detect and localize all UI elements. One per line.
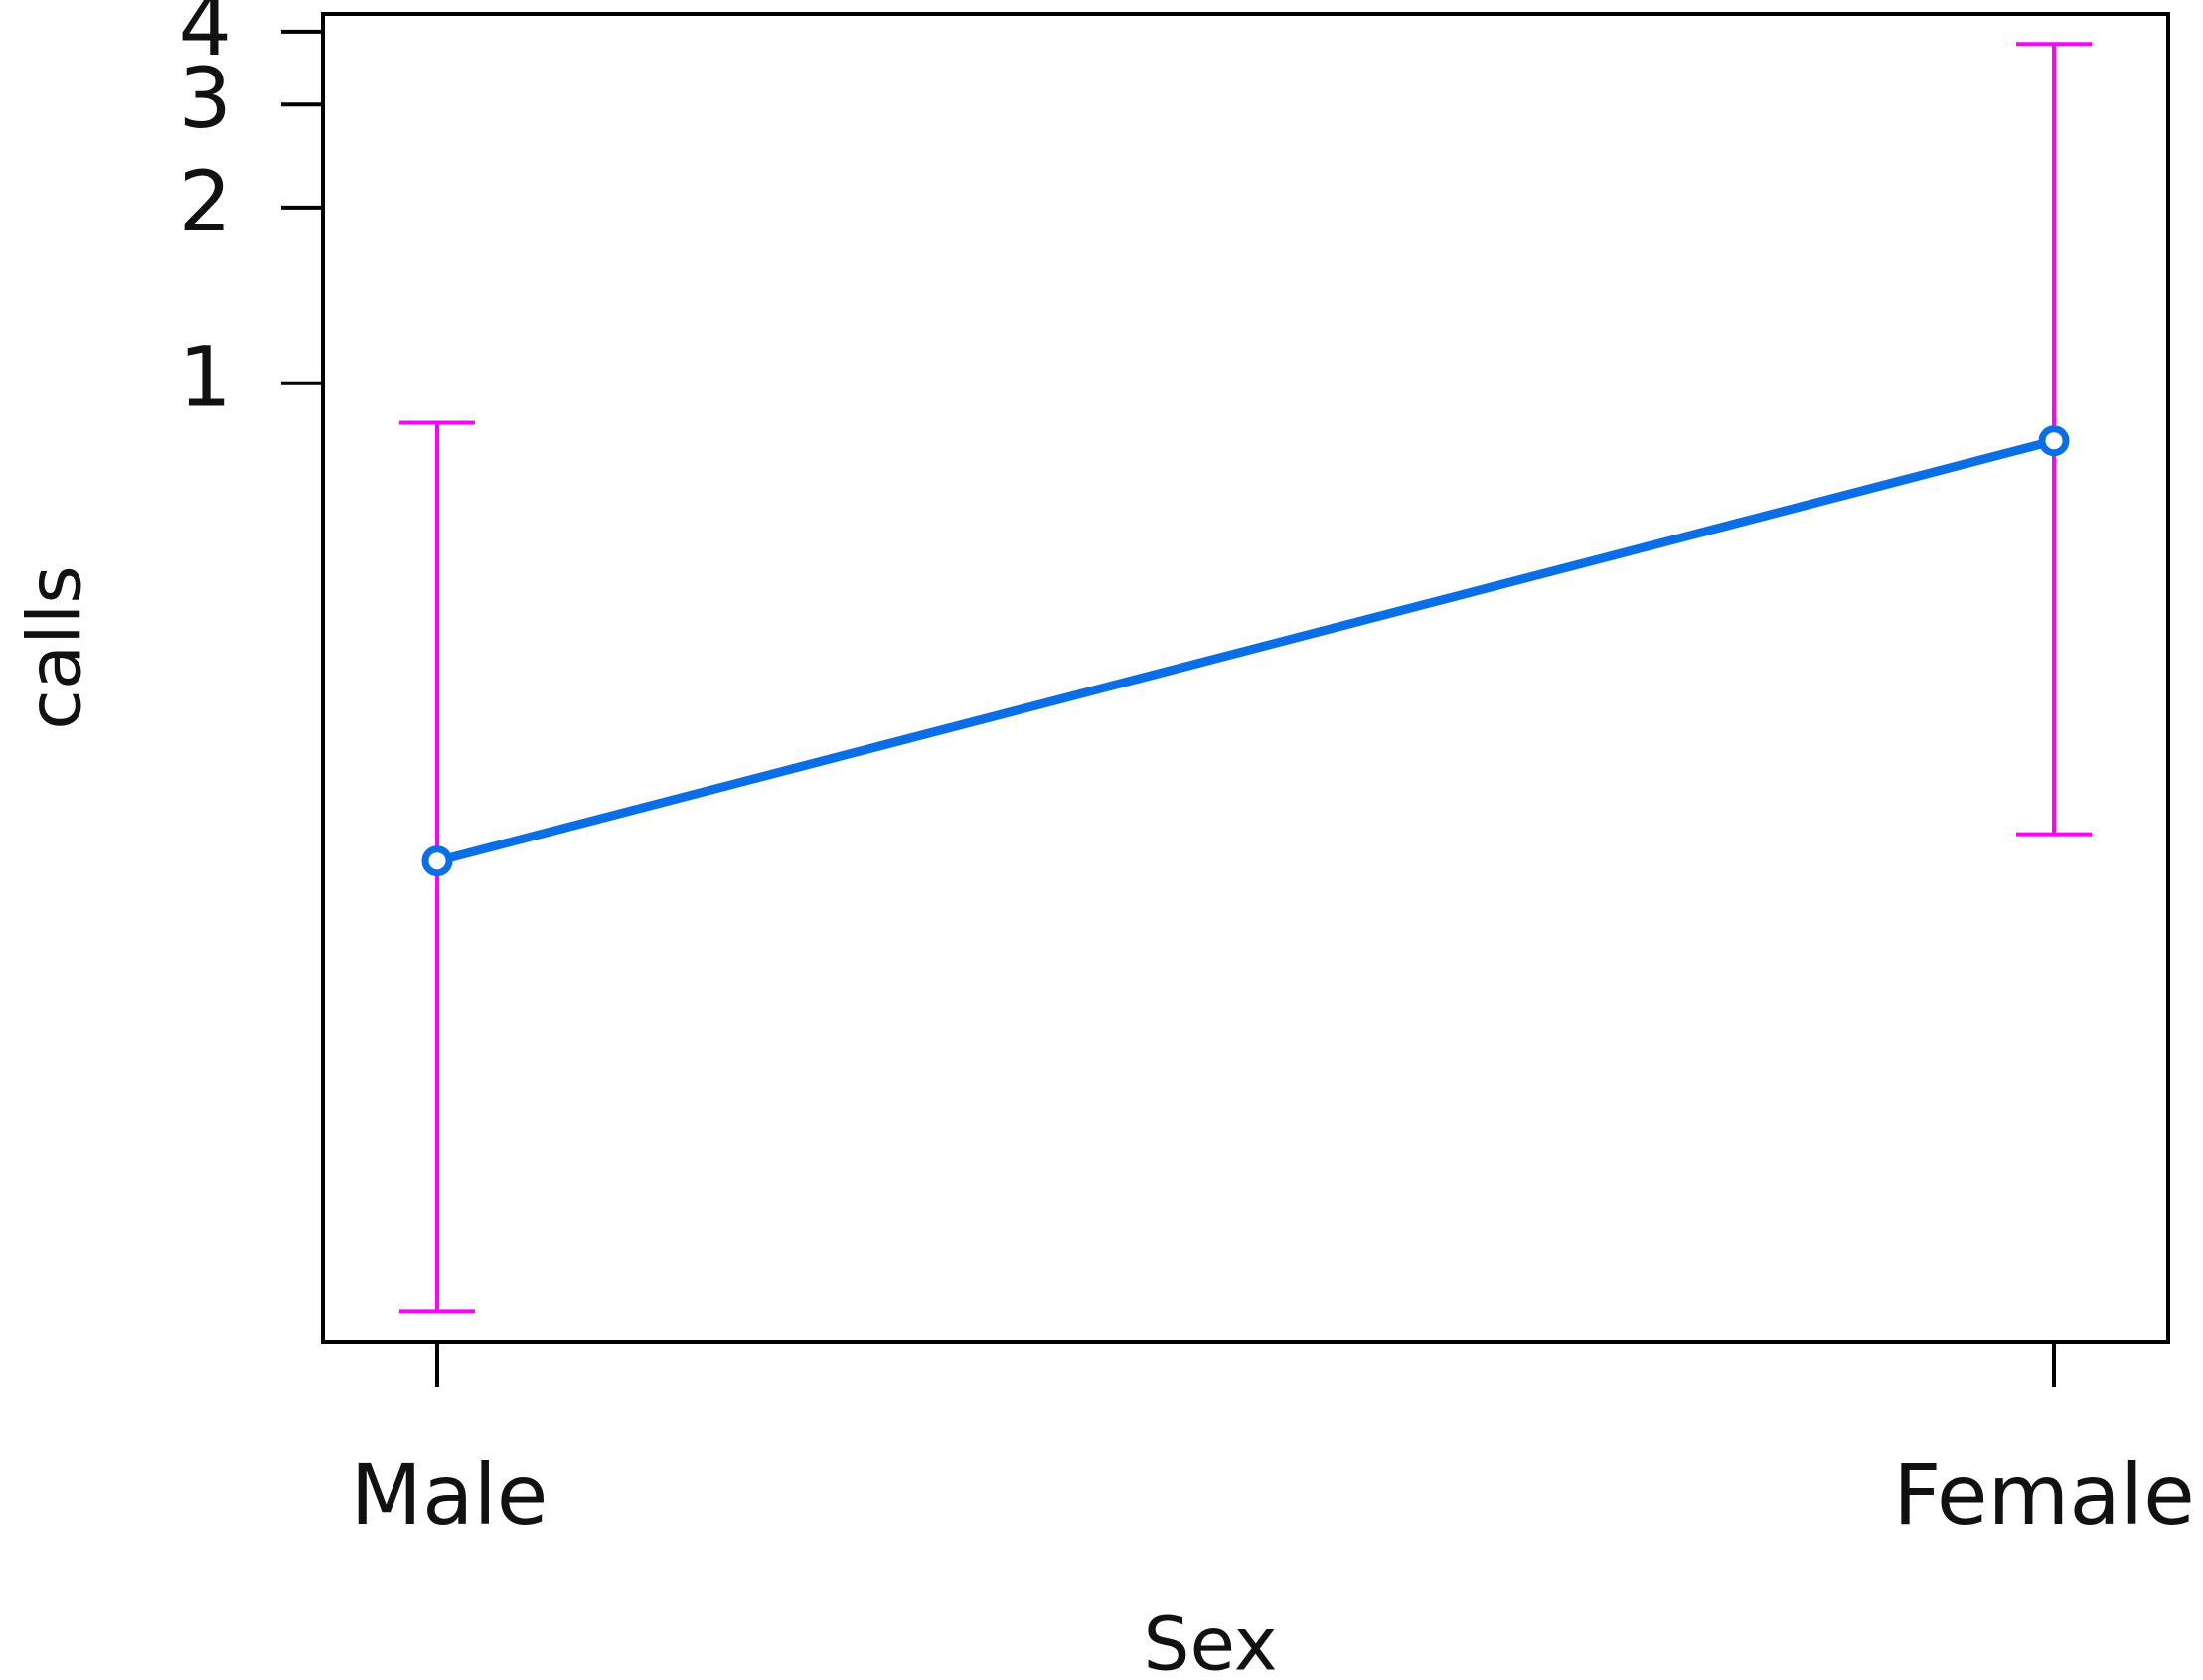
point [421,845,453,877]
x-axis-label: Sex [1144,1603,1278,1680]
point [2038,425,2070,457]
plot-frame [321,12,2170,1344]
x-tick-label: Male [351,1447,549,1544]
x-tick-label: Female [1893,1447,2195,1544]
line [435,436,2056,866]
y-tick-label: 4 [179,0,232,75]
y-axis-label: calls [13,565,98,730]
y-tick-label: 2 [179,153,232,250]
y-tick-label: 3 [179,50,232,147]
y-tick-label: 1 [179,329,232,426]
